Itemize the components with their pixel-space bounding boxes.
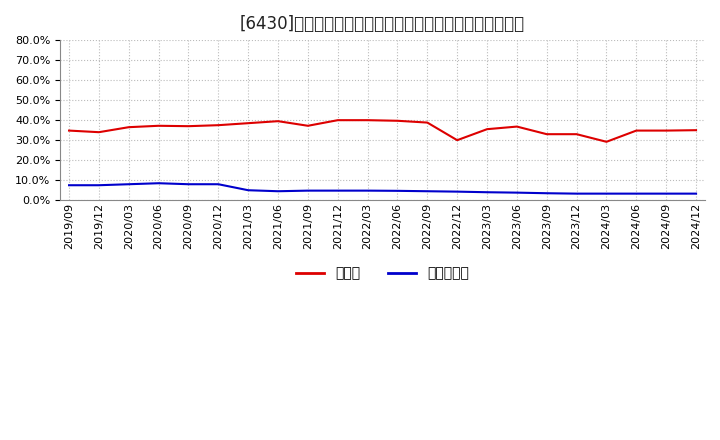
Title: [6430]　現预金、有利子負債の総資産に対する比率の推移: [6430] 現预金、有利子負債の総資産に対する比率の推移 — [240, 15, 525, 33]
Legend: 現预金, 有利子負債: 現预金, 有利子負債 — [291, 261, 474, 286]
